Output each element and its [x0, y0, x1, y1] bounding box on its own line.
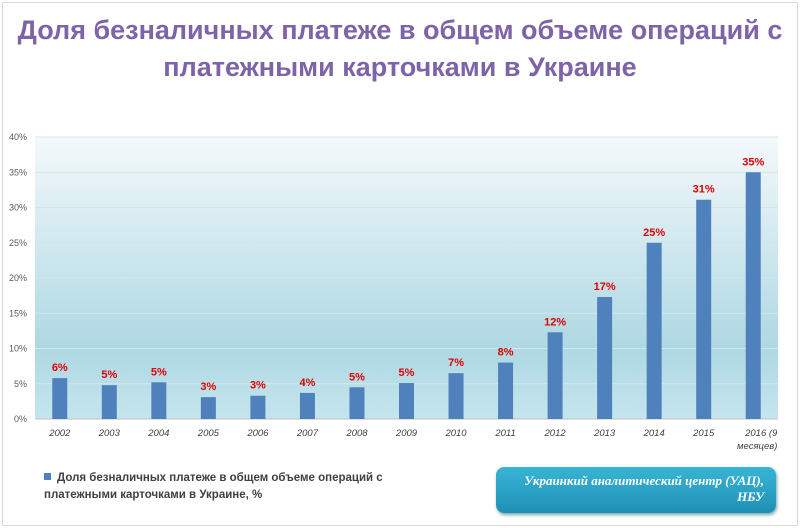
bar: [200, 397, 216, 419]
data-label: 8%: [498, 347, 514, 359]
bar: [745, 172, 761, 419]
bar: [250, 395, 266, 419]
x-tick-label: 2002: [48, 428, 71, 439]
bar: [52, 378, 68, 419]
x-tick-label: 2016 (9 месяцев): [737, 428, 778, 452]
chart-title: Доля безналичных платеже в общем объеме …: [17, 15, 783, 82]
data-label: 7%: [448, 357, 464, 369]
bar: [696, 199, 712, 419]
bar: [597, 297, 613, 419]
bar: [399, 383, 414, 419]
bar: [646, 242, 662, 419]
data-label: 31%: [693, 184, 715, 196]
data-label: 3%: [200, 381, 216, 393]
data-label: 35%: [742, 156, 764, 168]
data-label: 5%: [151, 366, 167, 378]
x-tick-label: 2008: [345, 428, 368, 439]
x-tick-label: 2004: [147, 428, 169, 439]
data-label: 5%: [349, 371, 365, 383]
x-tick-label: 2012: [544, 428, 567, 439]
data-label: 3%: [250, 380, 266, 392]
x-tick-label: 2014: [643, 428, 665, 439]
x-tick-label: 2015: [692, 428, 715, 439]
y-tick-label: 10%: [9, 344, 27, 354]
x-tick-label: 2006: [246, 428, 269, 439]
y-tick-label: 15%: [9, 308, 27, 318]
legend-label: Доля безналичных платеже в общем объеме …: [44, 472, 383, 501]
y-tick-label: 35%: [9, 167, 27, 177]
data-label: 5%: [399, 367, 415, 379]
x-tick-label: 2007: [296, 428, 319, 439]
data-label: 17%: [594, 281, 616, 293]
y-tick-label: 30%: [9, 203, 27, 213]
data-label: 5%: [101, 369, 117, 381]
bar-chart: 0% 5% 10% 15% 20% 25% 30% 35% 40% 6% 2002 5% 2003 5% 2…: [9, 132, 778, 452]
bar: [547, 332, 563, 419]
data-label: 4%: [299, 377, 315, 389]
y-tick-label: 5%: [14, 379, 27, 389]
x-tick-label: 2003: [98, 428, 121, 439]
x-tick-label: 2009: [395, 428, 418, 439]
x-tick-label: 2005: [197, 428, 220, 439]
data-label: 12%: [544, 316, 566, 328]
y-tick-label: 0%: [14, 414, 27, 424]
data-label: 25%: [643, 227, 665, 239]
bar: [498, 362, 514, 419]
legend-swatch: [44, 473, 51, 480]
y-tick-label: 25%: [9, 238, 27, 248]
bar: [448, 373, 464, 419]
y-tick-label: 40%: [9, 132, 27, 142]
bar: [349, 387, 365, 419]
source-box: Украинкий аналитический центр (УАЦ), НБУ: [496, 467, 776, 513]
x-tick-label: 2013: [593, 428, 616, 439]
y-tick-label: 20%: [9, 273, 27, 283]
bar: [299, 392, 315, 419]
bar: [151, 382, 167, 419]
legend: Доля безналичных платеже в общем объеме …: [44, 470, 414, 504]
x-tick-label: 2010: [444, 428, 467, 439]
data-label: 6%: [52, 362, 68, 374]
x-tick-label: 2011: [494, 428, 515, 439]
bar: [101, 385, 117, 419]
